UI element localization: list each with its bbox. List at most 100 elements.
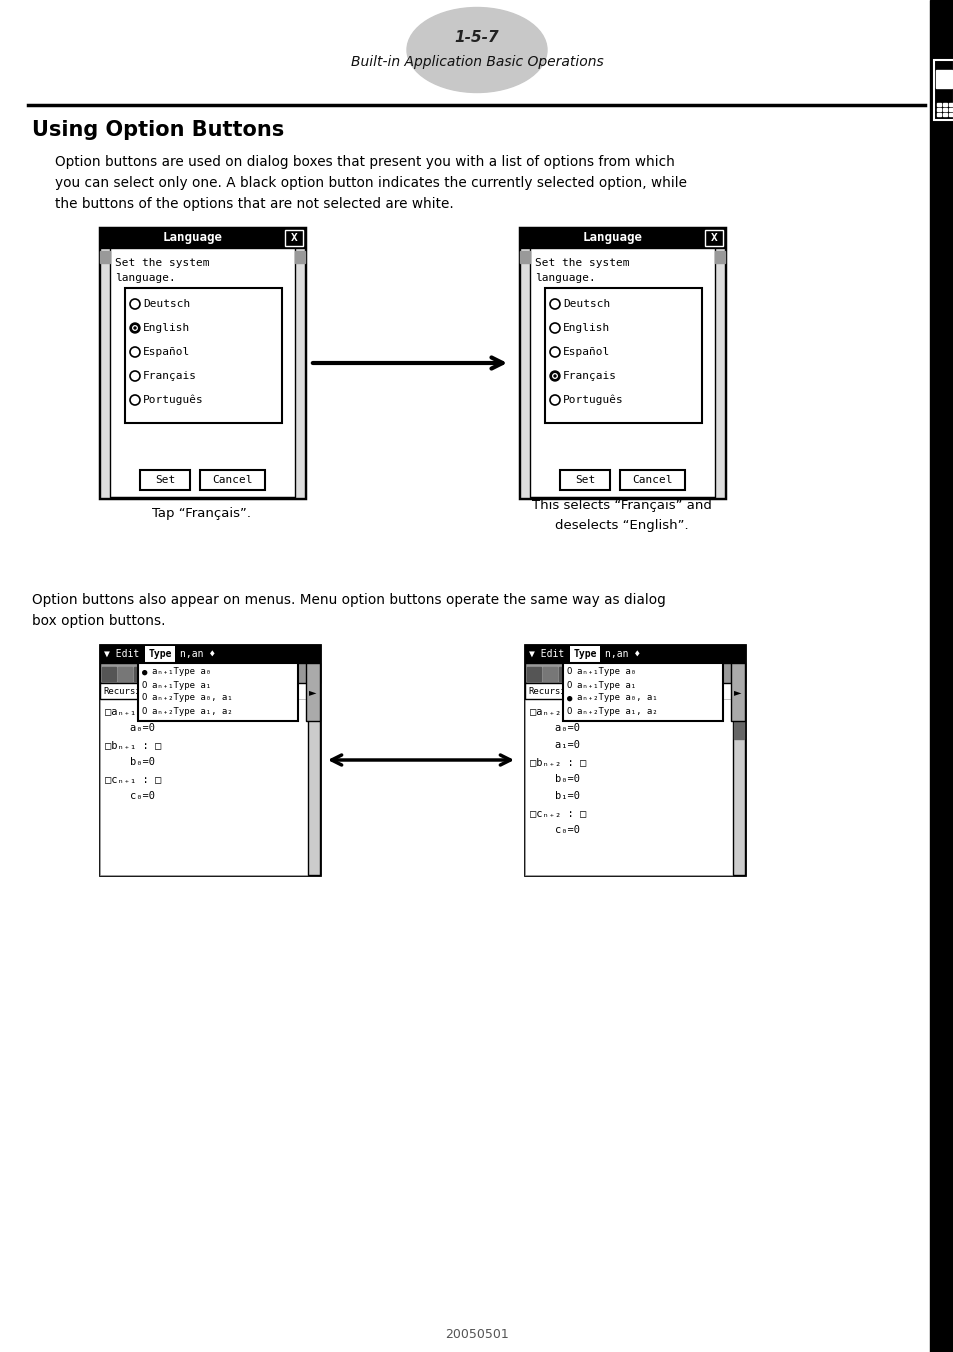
Bar (936, 114, 940, 116)
Text: n,an ♦: n,an ♦ (180, 649, 215, 658)
Bar (524, 645, 744, 875)
Text: box option buttons.: box option buttons. (32, 614, 165, 627)
Text: b₁=0: b₁=0 (530, 791, 579, 800)
Text: Set: Set (575, 475, 595, 485)
Text: aₙ₊₁Type a₁: aₙ₊₁Type a₁ (577, 680, 636, 690)
Text: □cₙ₊₁ : □: □cₙ₊₁ : □ (105, 773, 161, 784)
Circle shape (130, 299, 140, 310)
Bar (100, 228, 305, 498)
Text: you can select only one. A black option button indicates the currently selected : you can select only one. A black option … (55, 176, 686, 191)
Text: aₙ₊₂Type a₁, a₂: aₙ₊₂Type a₁, a₂ (152, 707, 233, 715)
Text: ●: ● (566, 694, 572, 703)
Text: a₀=0: a₀=0 (105, 723, 154, 733)
Bar (524, 662, 744, 683)
Text: a₁=0: a₁=0 (530, 740, 579, 750)
Text: Português: Português (562, 395, 623, 406)
Bar (569, 646, 599, 662)
Text: Deutsch: Deutsch (562, 299, 610, 310)
Bar (308, 699, 319, 875)
Text: aₙ₊₁Type a₀: aₙ₊₁Type a₀ (152, 668, 211, 676)
Bar (524, 645, 744, 662)
Bar (942, 108, 946, 111)
Bar (935, 70, 951, 88)
Text: ▼ Edit: ▼ Edit (104, 649, 145, 658)
Bar (285, 230, 303, 246)
Bar (524, 699, 732, 875)
Bar (133, 667, 148, 681)
Bar (559, 470, 609, 489)
Bar (733, 714, 743, 740)
Bar (948, 103, 952, 105)
Bar (100, 662, 319, 683)
Text: n,an ♦: n,an ♦ (604, 649, 639, 658)
Bar (714, 247, 724, 498)
Bar (100, 683, 152, 699)
Text: Language: Language (582, 231, 641, 245)
Text: O: O (566, 680, 572, 690)
Bar (294, 247, 305, 498)
Text: O: O (142, 707, 147, 715)
Bar (948, 108, 952, 111)
Bar (732, 699, 744, 875)
Text: Option buttons also appear on menus. Menu option buttons operate the same way as: Option buttons also appear on menus. Men… (32, 594, 665, 607)
Text: X: X (710, 233, 717, 243)
Bar (200, 470, 265, 489)
Bar (936, 108, 940, 111)
Bar (100, 645, 319, 875)
Text: O: O (566, 707, 572, 715)
Circle shape (133, 327, 136, 329)
Text: aₙ₊₁Type a₁: aₙ₊₁Type a₁ (152, 680, 211, 690)
Circle shape (130, 370, 140, 381)
Text: aₙ₊₂Type a₁, a₂: aₙ₊₂Type a₁, a₂ (577, 707, 657, 715)
Bar (542, 667, 557, 681)
Text: English: English (143, 323, 190, 333)
Text: b₀=0: b₀=0 (530, 773, 579, 784)
Bar (519, 247, 530, 498)
Text: language.: language. (535, 273, 595, 283)
Text: Français: Français (143, 370, 196, 381)
Bar (942, 114, 946, 116)
Circle shape (132, 326, 137, 330)
Text: Set: Set (154, 475, 175, 485)
Text: 1-5-7: 1-5-7 (455, 31, 498, 46)
Bar (519, 228, 724, 247)
Text: Cancel: Cancel (632, 475, 672, 485)
Text: □aₙ₊₁ : □: □aₙ₊₁ : □ (105, 706, 161, 717)
Text: O: O (566, 668, 572, 676)
Text: Using Option Buttons: Using Option Buttons (32, 120, 284, 141)
Ellipse shape (407, 8, 546, 92)
Bar (562, 662, 722, 721)
Bar (125, 288, 282, 423)
Bar (100, 251, 110, 264)
Text: Recursiv: Recursiv (527, 687, 571, 695)
Circle shape (552, 373, 557, 379)
Text: X: X (291, 233, 297, 243)
Text: ►: ► (734, 687, 741, 698)
Bar (118, 667, 132, 681)
Bar (100, 228, 305, 247)
Text: Cancel: Cancel (212, 475, 253, 485)
Bar (102, 667, 116, 681)
Bar (100, 247, 110, 498)
Text: Español: Español (562, 347, 610, 357)
Text: Recursiv: Recursiv (103, 687, 146, 695)
Text: □bₙ₊₂ : □: □bₙ₊₂ : □ (530, 757, 586, 767)
Text: Built-in Application Basic Operations: Built-in Application Basic Operations (351, 55, 602, 69)
Bar (936, 103, 940, 105)
Text: b₀=0: b₀=0 (105, 757, 154, 767)
Bar (306, 662, 319, 721)
Text: Option buttons are used on dialog boxes that present you with a list of options : Option buttons are used on dialog boxes … (55, 155, 674, 169)
Text: Set the system: Set the system (535, 258, 629, 268)
Text: aₙ₊₂Type a₀, a₁: aₙ₊₂Type a₀, a₁ (577, 694, 657, 703)
Text: c₀=0: c₀=0 (530, 825, 579, 836)
Bar (544, 288, 701, 423)
Text: language.: language. (115, 273, 175, 283)
Bar (730, 662, 744, 721)
Bar (942, 103, 946, 105)
Text: □cₙ₊₂ : □: □cₙ₊₂ : □ (530, 808, 586, 818)
Text: Português: Português (143, 395, 204, 406)
Text: O: O (142, 694, 147, 703)
Bar (948, 114, 952, 116)
Bar (929, 0, 953, 1352)
Text: Type: Type (573, 649, 597, 658)
